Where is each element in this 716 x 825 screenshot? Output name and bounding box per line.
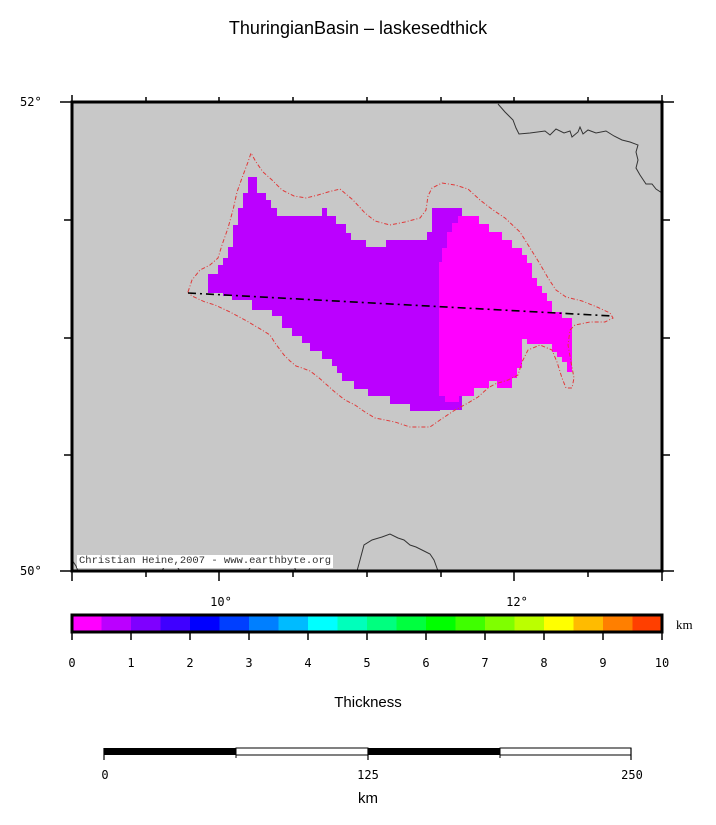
top-axis-ticks <box>71 95 663 102</box>
colorbar-swatch <box>544 615 574 632</box>
scale-tick-0: 0 <box>101 768 109 782</box>
colorbar-swatch <box>455 615 486 632</box>
colorbar-swatch <box>573 615 604 632</box>
lat-label-50: 50° <box>20 564 42 578</box>
colorbar-unit: km <box>676 617 693 632</box>
lon-label-10: 10° <box>210 595 232 609</box>
colorbar-swatch <box>308 615 338 632</box>
colorbar-tick-6: 6 <box>422 656 430 670</box>
colorbar-swatch <box>249 615 279 632</box>
scale-bar <box>103 747 632 760</box>
colorbar-swatch <box>131 615 161 632</box>
colorbar-tick-8: 8 <box>540 656 548 670</box>
colorbar-tick-5: 5 <box>363 656 371 670</box>
colorbar-swatch <box>160 615 191 632</box>
colorbar-tick-3: 3 <box>245 656 253 670</box>
colorbar-tick-10: 10 <box>654 656 670 670</box>
colorbar-swatch <box>632 615 663 632</box>
colorbar-tick-1: 1 <box>127 656 135 670</box>
colorbar-tick-2: 2 <box>186 656 194 670</box>
colorbar <box>70 613 664 640</box>
left-axis-ticks <box>60 101 72 572</box>
scale-tick-250: 250 <box>621 768 643 782</box>
colorbar-swatch <box>426 615 456 632</box>
colorbar-swatch <box>278 615 309 632</box>
colorbar-swatch <box>190 615 220 632</box>
colorbar-swatch <box>337 615 368 632</box>
bottom-axis-ticks <box>71 571 663 581</box>
colorbar-swatch <box>603 615 633 632</box>
colorbar-swatch <box>72 615 102 632</box>
colorbar-swatch <box>514 615 545 632</box>
legend-title: Thickness <box>334 694 402 711</box>
map-title: ThuringianBasin – laskesedthick <box>228 18 488 38</box>
colorbar-swatch <box>367 615 397 632</box>
colorbar-tick-7: 7 <box>481 656 489 670</box>
colorbar-tick-0: 0 <box>68 656 76 670</box>
credit-label: Christian Heine,2007 - www.earthbyte.org <box>77 555 334 568</box>
thickness-zone-magenta <box>439 216 572 402</box>
scale-tick-125: 125 <box>357 768 379 782</box>
colorbar-tick-9: 9 <box>599 656 607 670</box>
colorbar-swatch <box>101 615 132 632</box>
colorbar-tick-4: 4 <box>304 656 312 670</box>
colorbar-swatch <box>396 615 427 632</box>
lon-label-12: 12° <box>506 595 528 609</box>
thickness-zone-purple <box>208 177 462 411</box>
right-axis-ticks <box>662 101 674 572</box>
lat-label-52: 52° <box>20 95 42 109</box>
scale-unit: km <box>358 790 378 807</box>
colorbar-swatch <box>219 615 250 632</box>
colorbar-swatch <box>485 615 515 632</box>
basin-outline <box>187 151 614 428</box>
